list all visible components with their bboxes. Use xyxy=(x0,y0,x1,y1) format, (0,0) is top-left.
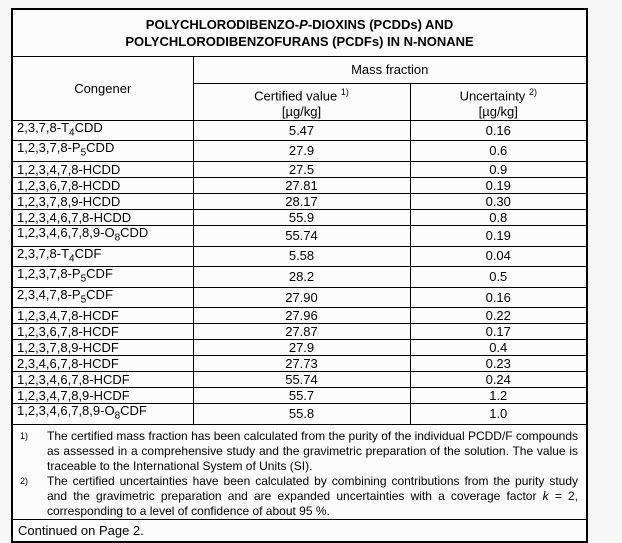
table-row: 1,2,3,4,7,8,9-HCDF 55.7 1.2 xyxy=(11,387,588,405)
congener-name: 1,2,3,7,8-P5CDD xyxy=(11,140,194,163)
certified-value: 5.58 xyxy=(192,245,411,268)
table-row: 1,2,3,7,8,9-HCDF 27.9 0.4 xyxy=(11,339,588,357)
uncertainty-value: 0.16 xyxy=(409,119,588,142)
table-row: 2,3,7,8-T4CDD 5.47 0.16 xyxy=(11,119,588,142)
footnote-marker: 1) xyxy=(20,430,29,441)
footnote-text: The certified mass fraction has been cal… xyxy=(47,428,579,473)
certified-value: 27.90 xyxy=(192,286,411,309)
congener-name: 2,3,4,6,7,8-HCDF xyxy=(11,355,194,373)
title-row: POLYCHLORODIBENZO-P-DIOXINS (PCDDs) AND … xyxy=(11,8,588,57)
uncertainty-value: 0.16 xyxy=(409,286,588,309)
footnote-marker: 2) xyxy=(20,475,29,486)
footnotes-row: 1) The certified mass fraction has been c… xyxy=(11,423,588,520)
column-header-certified-value: Certified value 1) [µg/kg] xyxy=(192,82,411,121)
certified-value: 55.8 xyxy=(192,403,411,425)
footnote-ref-2: 2) xyxy=(528,86,537,97)
certified-value: 55.7 xyxy=(192,387,411,405)
uncertainty-value: 0.4 xyxy=(409,339,588,357)
footnotes-block: 1) The certified mass fraction has been c… xyxy=(11,423,588,520)
footnote-text: The certified uncertainties have been ca… xyxy=(47,473,579,518)
table-row: 2,3,4,7,8-P5CDF 27.90 0.16 xyxy=(11,286,588,309)
certified-value: 27.96 xyxy=(192,307,411,325)
footnote-ref-1: 1) xyxy=(340,86,349,97)
certified-value: 55.74 xyxy=(192,225,411,247)
document-title-line1: POLYCHLORODIBENZO-P-DIOXINS (PCDDs) AND xyxy=(145,16,454,32)
table-row: 1,2,3,4,7,8-HCDF 27.96 0.22 xyxy=(11,307,588,325)
congener-name: 1,2,3,4,6,7,8-HCDD xyxy=(11,209,194,227)
uncertainty-label: Uncertainty 2) xyxy=(459,86,537,103)
uncertainty-value: 0.23 xyxy=(409,355,588,373)
document-title: POLYCHLORODIBENZO-P-DIOXINS (PCDDs) AND … xyxy=(11,8,588,57)
congener-name: 1,2,3,7,8-P5CDF xyxy=(11,266,194,288)
uncertainty-value: 0.22 xyxy=(409,307,588,325)
uncertainty-value: 1.2 xyxy=(409,387,588,405)
uncertainty-value: 1.0 xyxy=(409,403,588,425)
uncertainty-value: 0.9 xyxy=(409,161,588,179)
document-title-line2: POLYCHLORODIBENZOFURANS (PCDFs) IN N-NON… xyxy=(125,33,474,49)
uncertainty-value: 0.5 xyxy=(409,266,588,288)
table-row: 1,2,3,4,6,7,8,9-O8CDF 55.8 1.0 xyxy=(11,403,588,425)
congener-name: 1,2,3,4,6,7,8-HCDF xyxy=(11,371,194,389)
congener-name: 1,2,3,4,7,8-HCDD xyxy=(11,161,194,179)
table-row: 1,2,3,4,6,7,8-HCDD 55.9 0.8 xyxy=(11,209,588,227)
certified-value: 27.81 xyxy=(192,177,411,195)
certified-value: 28.17 xyxy=(192,193,411,211)
certified-value: 27.5 xyxy=(192,161,411,179)
certified-value: 27.9 xyxy=(192,339,411,357)
uncertainty-value: 0.04 xyxy=(409,245,588,268)
uncertainty-value: 0.30 xyxy=(409,193,588,211)
congener-name: 1,2,3,4,6,7,8,9-O8CDF xyxy=(11,403,194,425)
column-header-uncertainty: Uncertainty 2) [µg/kg] xyxy=(409,82,588,121)
header-row-1: Congener Mass fraction xyxy=(11,55,588,121)
uncertainty-value: 0.19 xyxy=(409,225,588,247)
certified-value-label: Certified value 1) xyxy=(254,86,349,103)
congener-name: 2,3,4,7,8-P5CDF xyxy=(11,286,194,309)
congener-name: 1,2,3,7,8,9-HCDF xyxy=(11,339,194,357)
certified-value: 27.73 xyxy=(192,355,411,373)
table-row: 1,2,3,6,7,8-HCDD 27.81 0.19 xyxy=(11,177,588,195)
column-header-congener: Congener xyxy=(11,55,194,121)
table-row: 1,2,3,4,6,7,8,9-O8CDD 55.74 0.19 xyxy=(11,225,588,247)
congener-name: 2,3,7,8-T4CDF xyxy=(11,245,194,268)
footnote-2: 2) The certified uncertainties have been … xyxy=(20,474,578,519)
certificate-sheet: POLYCHLORODIBENZO-P-DIOXINS (PCDDs) AND … xyxy=(11,8,589,543)
certified-value-unit: [µg/kg] xyxy=(281,103,322,119)
certified-value: 55.74 xyxy=(192,371,411,389)
certified-value: 55.9 xyxy=(192,209,411,227)
document-table: POLYCHLORODIBENZO-P-DIOXINS (PCDDs) AND … xyxy=(11,8,589,543)
certified-value: 27.9 xyxy=(192,140,411,163)
uncertainty-value: 0.8 xyxy=(409,209,588,227)
certified-value: 27.87 xyxy=(192,323,411,341)
uncertainty-unit: [µg/kg] xyxy=(478,103,518,119)
table-row: 1,2,3,7,8-P5CDD 27.9 0.6 xyxy=(11,140,588,163)
table-row: 1,2,3,7,8-P5CDF 28.2 0.5 xyxy=(11,266,588,288)
certified-value: 28.2 xyxy=(192,266,411,288)
uncertainty-value: 0.24 xyxy=(409,371,588,389)
continued-note: Continued on Page 2. xyxy=(11,518,588,543)
footnote-1: 1) The certified mass fraction has been c… xyxy=(20,429,578,474)
congener-name: 1,2,3,6,7,8-HCDD xyxy=(11,177,194,195)
table-row: 1,2,3,7,8,9-HCDD 28.17 0.30 xyxy=(11,193,588,211)
congener-name: 1,2,3,4,6,7,8,9-O8CDD xyxy=(11,225,194,247)
table-row: 2,3,4,6,7,8-HCDF 27.73 0.23 xyxy=(11,355,588,373)
certified-value: 5.47 xyxy=(192,119,411,142)
congener-name: 1,2,3,6,7,8-HCDF xyxy=(11,323,194,341)
congener-name: 1,2,3,4,7,8,9-HCDF xyxy=(11,387,194,405)
congener-name: 1,2,3,7,8,9-HCDD xyxy=(11,193,194,211)
uncertainty-value: 0.6 xyxy=(409,140,588,163)
table-row: 1,2,3,6,7,8-HCDF 27.87 0.17 xyxy=(11,323,588,341)
column-header-mass-fraction: Mass fraction xyxy=(192,55,588,84)
table-row: 2,3,7,8-T4CDF 5.58 0.04 xyxy=(11,245,588,268)
continued-row: Continued on Page 2. xyxy=(11,518,588,543)
congener-table-body: 2,3,7,8-T4CDD 5.47 0.16 1,2,3,7,8-P5CDD 27.9… xyxy=(11,119,588,425)
table-row: 1,2,3,4,7,8-HCDD 27.5 0.9 xyxy=(11,161,588,179)
uncertainty-value: 0.17 xyxy=(409,323,588,341)
congener-name: 2,3,7,8-T4CDD xyxy=(11,119,194,142)
table-row: 1,2,3,4,6,7,8-HCDF 55.74 0.24 xyxy=(11,371,588,389)
header-row-2: Certified value 1) [µg/kg] Uncertainty 2… xyxy=(12,82,588,121)
uncertainty-value: 0.19 xyxy=(409,177,588,195)
congener-name: 1,2,3,4,7,8-HCDF xyxy=(11,307,194,325)
